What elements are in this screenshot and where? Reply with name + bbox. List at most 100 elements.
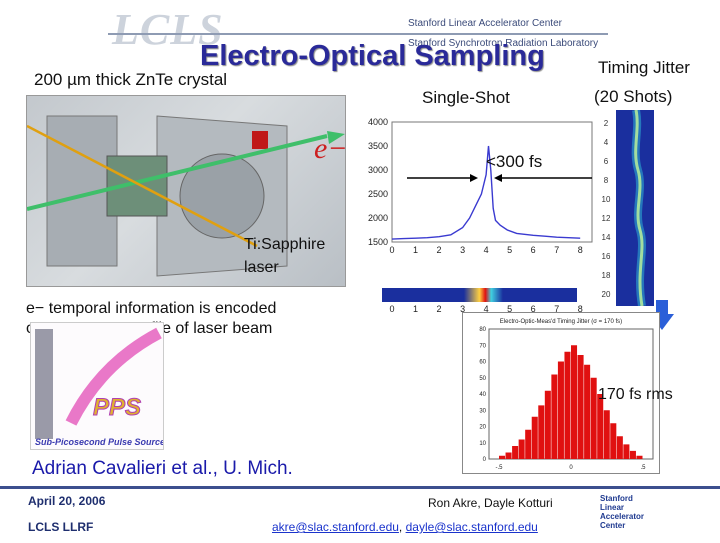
x-tick-label: 0: [389, 245, 394, 255]
strip-tick-label: 14: [602, 233, 611, 242]
histogram-bar: [557, 361, 564, 459]
jitter-strip-axis-svg: 2 4 6 8 10 12 14 16 18 20: [602, 119, 611, 299]
histogram-bar: [584, 364, 591, 459]
laser-label-line2: laser: [244, 259, 279, 276]
arrow-left-head: [470, 174, 478, 182]
hist-y-tick-label: 60: [479, 360, 486, 366]
pulse-width-label: <300 fs: [486, 152, 543, 171]
hist-y-tick-label: 0: [483, 457, 487, 463]
hist-y-tick-label: 10: [479, 441, 486, 447]
email-link-akre[interactable]: akre@slac.stanford.edu: [272, 520, 399, 534]
encoding-text-line1: e− temporal information is encoded: [26, 300, 277, 317]
header-divider: [108, 33, 608, 35]
single-shot-label: Single-Shot: [422, 88, 510, 107]
histogram-bar: [610, 423, 617, 459]
x-tick-label: 2: [437, 245, 442, 255]
electron-label: e−: [314, 132, 348, 165]
single-shot-chart: 1500 2000 2500 3000 3500 4000 0 0 1 1 2 2 3 3 4 4 5 5 6 6 7 7…: [352, 112, 602, 317]
image-x-tick-label: 2: [437, 304, 442, 314]
image-x-tick-label: 5: [507, 304, 512, 314]
crystal-label: 200 µm thick ZnTe crystal: [34, 70, 228, 89]
histogram-bar: [623, 444, 630, 459]
image-x-tick-label: 7: [554, 304, 559, 314]
jitter-strip-svg: [631, 109, 646, 307]
footer-date: April 20, 2006: [28, 494, 106, 508]
histogram-bar: [518, 439, 525, 459]
image-x-tick-label: 4: [484, 304, 489, 314]
jitter-label-line2: (20 Shots): [594, 87, 673, 106]
y-tick-label: 1500: [368, 237, 388, 247]
footer-emails: akre@slac.stanford.edu, dayle@slac.stanf…: [272, 520, 538, 534]
histogram-bar: [590, 377, 597, 459]
arrow-right-head: [494, 174, 502, 182]
histogram-title: Electro-Optic-Meas'd Timing Jitter (σ = …: [500, 319, 622, 325]
y-tick-label: 2000: [368, 213, 388, 223]
series-line: [391, 145, 581, 240]
jitter-histogram: Electro-Optic-Meas'd Timing Jitter (σ = …: [462, 312, 660, 474]
histogram-bar: [538, 405, 545, 459]
laser-label-line1: Ti:Sapphire: [244, 236, 326, 253]
footer-meeting: LCLS LLRF: [28, 520, 94, 534]
y-tick-label: 3500: [368, 141, 388, 151]
histogram-bar: [603, 410, 610, 459]
y-tick-label: 2500: [368, 189, 388, 199]
pps-caption: Sub-Picosecond Pulse Source: [35, 437, 163, 447]
histogram-bar: [544, 390, 551, 459]
histogram-bar: [636, 455, 643, 459]
org-name-slac: Stanford Linear Accelerator Center: [408, 18, 562, 29]
apparatus-drawing: [26, 115, 345, 277]
histogram-bar: [571, 345, 578, 459]
jitter-strip-axis: 2 4 6 8 10 12 14 16 18 20: [596, 112, 616, 308]
image-x-tick-label: 3: [460, 304, 465, 314]
email-separator: ,: [398, 520, 406, 534]
jitter-strip: [616, 109, 654, 307]
histogram-bar: [577, 355, 584, 459]
hist-y-tick-label: 40: [479, 392, 486, 398]
histogram-bar: [597, 394, 604, 459]
single-shot-svg: 1500 2000 2500 3000 3500 4000 0 0 1 1 2 2 3 3 4 4 5 5 6 6 7 7…: [368, 117, 593, 314]
hist-x-tick-label: -.5: [495, 465, 503, 471]
x-tick-label: 5: [507, 245, 512, 255]
histogram-bar: [512, 446, 519, 459]
strip-tick-label: 8: [604, 176, 609, 185]
logo-line-4: Center: [600, 521, 626, 530]
strip-tick-label: 16: [602, 252, 611, 261]
hist-y-tick-label: 30: [479, 408, 486, 414]
strip-tick-label: 12: [602, 214, 611, 223]
hist-y-tick-label: 80: [479, 327, 486, 333]
hist-y-tick-label: 70: [479, 343, 486, 349]
x-tick-label: 1: [413, 245, 418, 255]
hist-y-tick-label: 50: [479, 376, 486, 382]
x-tick-label: 4: [484, 245, 489, 255]
strip-tick-label: 10: [602, 195, 611, 204]
histogram-bar: [499, 455, 506, 459]
image-x-tick-label: 0: [389, 304, 394, 314]
laser-profile-image: [382, 288, 577, 302]
pps-logo-svg: PPS Sub-Picosecond Pulse Source: [35, 327, 165, 447]
histogram-bar: [564, 351, 571, 459]
rms-label: 170 fs rms: [598, 386, 673, 403]
apparatus-image: [26, 95, 346, 287]
footer-bar: [0, 486, 720, 543]
x-tick-label: 8: [578, 245, 583, 255]
x-tick-label: 7: [554, 245, 559, 255]
logo-line-2: Linear: [600, 503, 625, 512]
strip-tick-label: 18: [602, 271, 611, 280]
pps-logo: PPS Sub-Picosecond Pulse Source: [30, 322, 165, 450]
hist-x-tick-label: .5: [640, 465, 646, 471]
image-x-tick-label: 1: [413, 304, 418, 314]
pps-logo-letters: PPS: [93, 394, 141, 421]
y-tick-label: 3000: [368, 165, 388, 175]
email-link-dayle[interactable]: dayle@slac.stanford.edu: [405, 520, 538, 534]
image-x-tick-label: 8: [578, 304, 583, 314]
hist-x-tick-label: 0: [569, 465, 573, 471]
histogram-bar: [525, 429, 532, 459]
logo-line-1: Stanford: [600, 494, 633, 503]
histogram-bar: [616, 436, 623, 459]
histogram-bar: [531, 416, 538, 459]
footer-names: Ron Akre, Dayle Kotturi: [428, 496, 553, 510]
hist-y-tick-label: 20: [479, 425, 486, 431]
org-name-ssrl: Stanford Synchrotron Radiation Laborator…: [408, 38, 599, 49]
down-arrow-icon: [650, 300, 674, 330]
logo-line-3: Accelerator: [600, 512, 645, 521]
